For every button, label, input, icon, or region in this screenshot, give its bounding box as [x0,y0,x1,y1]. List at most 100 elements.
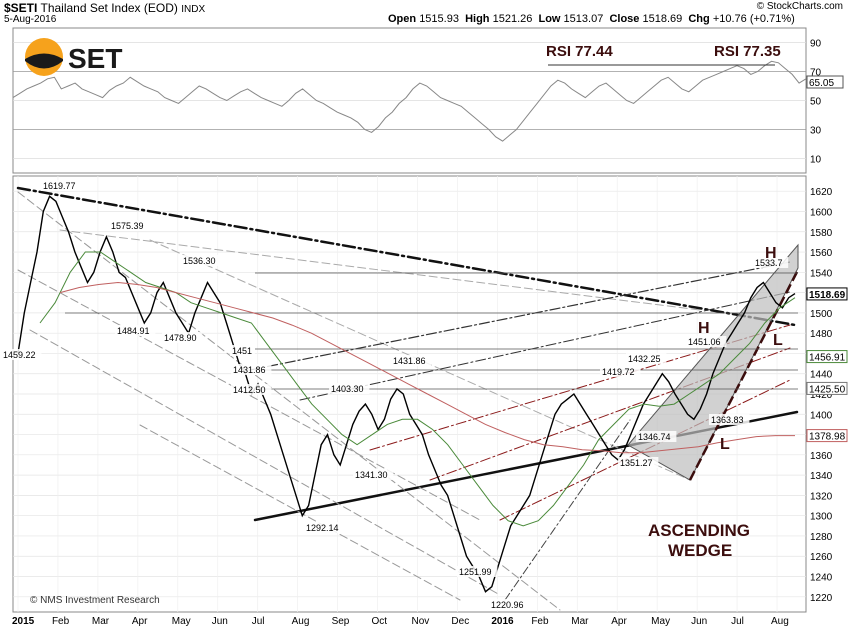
index-name: Thailand Set Index (EOD) [40,1,178,15]
price-label: 1451 [232,346,252,356]
series-price [17,195,796,593]
last-value-box [806,350,848,364]
x-axis: 2015 Feb Mar Apr May Jun Jul Aug Sep Oct Nov Dec 201… [12,176,789,626]
series-ma200 [59,281,795,454]
ascending-wedge-area [627,243,799,481]
x-tick-label: Feb [52,616,70,626]
price-tick-label: 1360 [810,451,833,462]
price-label-bg [231,364,272,375]
price-label: 1432.25 [628,354,661,364]
x-tick-label: Jun [212,616,228,626]
fan-up-1 [249,261,791,371]
price-tick-label: 1300 [810,512,833,523]
price-label-bg [600,366,641,377]
price-label-bg [181,255,222,266]
rsi-last-value: 65.05 [809,78,834,89]
price-label-bg [686,336,727,347]
channel-line-1 [17,191,561,611]
exchange: INDX [181,4,206,15]
rsi-tick-label: 10 [810,155,822,166]
x-tick-label: Oct [372,616,388,626]
x-tick-label: Jul [731,616,744,626]
last-value-label: 1378.98 [809,432,846,443]
channel-line-2 [17,269,481,521]
rsi-tick-label: 50 [810,97,822,108]
price-tick-label: 1340 [810,471,833,482]
price-label: 1533.7 [755,258,783,268]
price-tick-label: 1220 [810,593,833,604]
rsi-line [12,60,807,142]
price-label-bg [329,383,370,394]
price-label: 1459.22 [3,350,36,360]
high-value: 1521.26 [492,13,533,25]
set-logo: SET [25,38,122,76]
price-tick-label: 1400 [810,410,833,421]
rsi-annotation-2: RSI 77.35 [714,43,781,60]
last-value-label: 1456.91 [809,353,846,364]
price-tick-label: 1500 [810,309,833,320]
rsi-tick-label: 30 [810,126,822,137]
price-label-bg [109,220,150,231]
price-label: 1363.83 [711,415,744,425]
major-downtrend-line [16,186,797,327]
channel-line-4 [139,424,461,601]
price-label-bg [626,353,667,364]
horizontal-levels [65,272,798,390]
price-tick-label: 1600 [810,207,833,218]
rsi-tick-label: 70 [810,68,822,79]
pattern-label-l-1: L [773,332,783,349]
close-value: 1518.69 [642,13,683,25]
price-label-bg [162,332,203,343]
price-label: 1341.30 [355,470,388,480]
last-value-boxes: 1518.69 1456.91 1425.50 1378.98 [806,287,848,443]
price-label: 1346.74 [638,432,671,442]
price-label: 1292.14 [306,523,339,533]
price-label: 1619.77 [43,181,76,191]
price-label: 1478.90 [164,333,197,343]
x-tick-label: Apr [611,616,627,626]
x-tick-label: Dec [451,616,469,626]
price-tick-label: 1260 [810,552,833,563]
price-label: 1220.96 [491,600,524,610]
close-label: Close [609,13,640,25]
series-ma50 [39,251,796,527]
price-label: 1403.30 [331,384,364,394]
price-label-bg [1,349,42,360]
price-tick-label: 1320 [810,491,833,502]
footer-credit: © NMS Investment Research [30,595,160,606]
price-label: 1575.39 [111,221,144,231]
price-tick-label: 1420 [810,390,833,401]
open-label: Open [388,13,417,25]
pattern-label-h-1: H [765,245,777,262]
price-axis: 1220124012601280130013201340136013801400… [810,187,833,604]
price-label: 1412.50 [233,385,266,395]
x-tick-label: Nov [411,616,429,626]
chg-label: Chg [688,13,710,25]
pattern-title-line-2: WEDGE [668,541,732,560]
price-label-bg [457,566,498,577]
price-label: 1251.99 [459,567,492,577]
pattern-label-l-2: L [720,436,730,453]
last-value-box [806,429,848,443]
x-tick-label: 2016 [491,616,514,626]
rsi-axis: 10 30 50 70 90 [810,39,822,166]
last-value-box [806,381,848,395]
price-label-bg [391,355,432,366]
x-tick-label: May [651,616,670,626]
x-tick-label: 2015 [12,616,35,626]
price-tick-label: 1540 [810,268,833,279]
x-tick-label: Aug [292,616,310,626]
pattern-label-h-2: H [698,320,710,337]
chart-date: 5-Aug-2016 [4,14,57,25]
price-label-bg [618,457,659,468]
price-tick-label: 1440 [810,370,833,381]
price-series-group [17,195,796,593]
price-label: 1536.30 [183,256,216,266]
price-tick-label: 1480 [810,329,833,340]
price-label-bg [353,469,394,480]
open-value: 1515.93 [419,13,459,25]
x-tick-label: Mar [571,616,589,626]
x-tick-label: Mar [92,616,110,626]
price-label: 1351.27 [620,458,653,468]
